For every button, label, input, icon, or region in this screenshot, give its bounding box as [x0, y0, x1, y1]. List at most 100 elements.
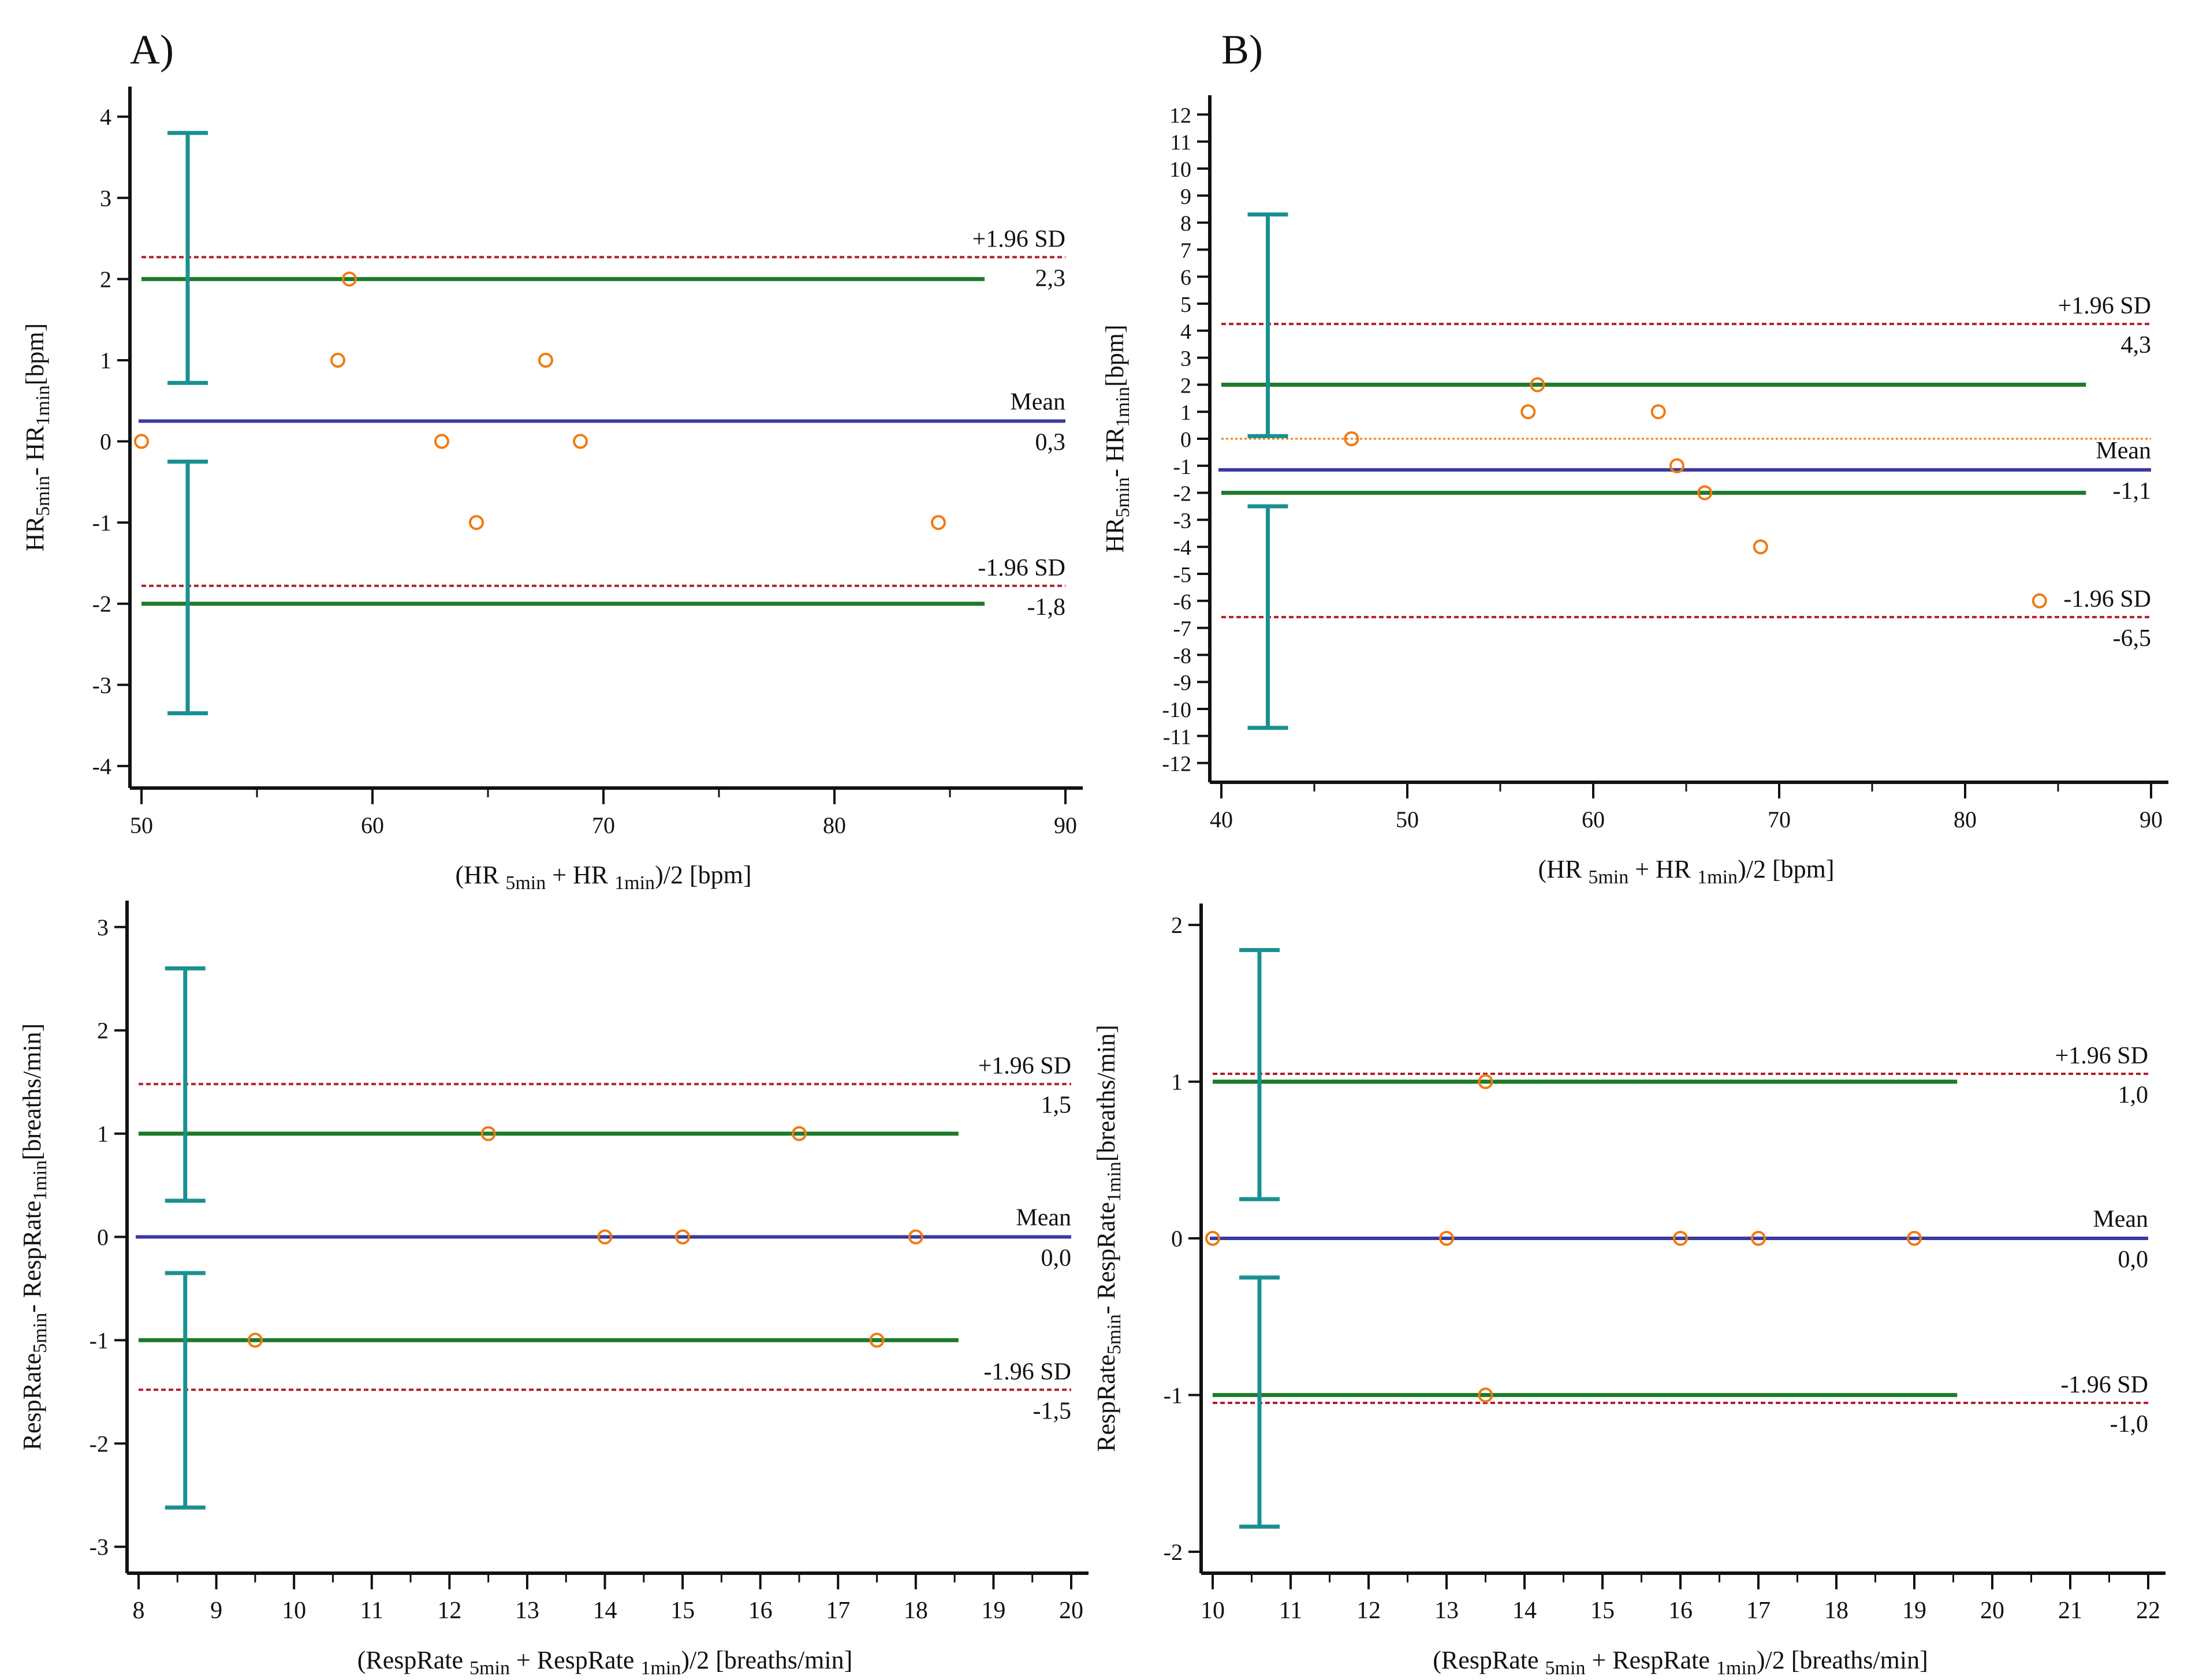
- y-tick-label: 5: [1180, 293, 1191, 317]
- x-tick-label: 80: [823, 812, 846, 838]
- x-tick-label: 21: [2058, 1597, 2082, 1624]
- data-point: [434, 434, 449, 449]
- upper-loa-value: 1,5: [1041, 1092, 1072, 1119]
- y-tick-label: 3: [100, 185, 111, 211]
- y-axis-label-part: - RespRate: [18, 1201, 46, 1313]
- x-tick-label: 9: [210, 1597, 222, 1624]
- lower-loa-value: -6,5: [2113, 625, 2152, 652]
- x-axis-label-part: + RespRate: [1585, 1646, 1716, 1674]
- x-tick-label: 20: [1059, 1597, 1083, 1624]
- x-tick-label: 13: [515, 1597, 539, 1624]
- y-tick-label: 3: [1180, 347, 1191, 371]
- x-tick-label: 50: [1396, 807, 1419, 832]
- data-point: [597, 1229, 613, 1245]
- data-point: [1520, 404, 1536, 420]
- y-axis-label: RespRate5min- RespRate1min[breaths/min]: [18, 1024, 51, 1451]
- y-tick-label: -2: [1173, 482, 1191, 506]
- x-tick-label: 20: [1980, 1597, 2004, 1624]
- data-point: [1673, 1231, 1688, 1246]
- y-axis-label-part: RespRate: [18, 1353, 46, 1451]
- x-tick-label: 14: [593, 1597, 617, 1624]
- x-axis-label: (RespRate 5min + RespRate 1min)/2 [breat…: [1433, 1646, 1928, 1679]
- y-tick-label: 6: [1180, 266, 1191, 290]
- x-axis-label-part: 1min: [614, 872, 655, 894]
- x-tick-label: 60: [1582, 807, 1605, 832]
- y-tick-label: 8: [1180, 212, 1191, 236]
- data-point: [908, 1229, 923, 1245]
- data-point: [869, 1332, 885, 1348]
- y-axis-label-part: HR: [21, 516, 49, 551]
- lower-loa-value: -1,0: [2110, 1411, 2149, 1438]
- y-tick-label: -1: [90, 1327, 109, 1353]
- data-point: [342, 271, 357, 287]
- upper-loa-label: +1.96 SD: [972, 226, 1065, 252]
- chart-A-bottom: 8 9 10 11 12 13 14 15 16 17 18 19 20-3-2-10123(RespR…: [18, 901, 1089, 1679]
- mean-value: 0,0: [2118, 1246, 2149, 1273]
- data-point: [1650, 404, 1666, 420]
- panel-label-b: B): [1221, 27, 1263, 73]
- x-axis-label-part: + RespRate: [510, 1646, 640, 1674]
- y-axis-label-part: RespRate: [1092, 1354, 1120, 1452]
- mean-value: -1,1: [2113, 478, 2152, 505]
- data-point: [538, 352, 553, 368]
- y-tick-label: 12: [1169, 103, 1191, 128]
- upper-loa-value: 2,3: [1035, 265, 1066, 292]
- chart-B-bottom: 10 11 12 13 14 15 16 17 18 19 20 21 22-2-1012(RespRa…: [1092, 904, 2166, 1679]
- x-axis-label-part: 5min: [505, 872, 546, 894]
- x-tick-label: 22: [2136, 1597, 2160, 1624]
- x-axis-label-part: )/2 [breaths/min]: [681, 1646, 852, 1674]
- y-tick-label: -4: [92, 753, 111, 779]
- mean-value: 0,3: [1035, 429, 1066, 456]
- data-point: [1669, 458, 1684, 473]
- y-tick-label: -4: [1173, 536, 1191, 560]
- data-point: [2032, 593, 2047, 608]
- x-tick-label: 19: [981, 1597, 1005, 1624]
- data-point: [1478, 1074, 1493, 1089]
- y-tick-label: -1: [1173, 455, 1191, 479]
- y-tick-label: 7: [1180, 238, 1191, 263]
- data-point: [675, 1229, 691, 1245]
- y-axis-label: HR5min- HR1min[bpm]: [21, 323, 54, 551]
- x-tick-label: 90: [1054, 812, 1077, 838]
- x-axis-label-part: + HR: [546, 861, 614, 889]
- y-tick-label: -6: [1173, 590, 1191, 614]
- y-axis-label-part: [breaths/min]: [1092, 1025, 1120, 1162]
- y-tick-label: 9: [1180, 185, 1191, 209]
- y-axis-label-part: [bpm]: [1101, 324, 1129, 387]
- panel-label-a: A): [130, 27, 174, 73]
- x-tick-label: 80: [1954, 807, 1977, 832]
- y-tick-label: 0: [1171, 1226, 1183, 1252]
- x-axis-label-part: 5min: [1545, 1657, 1586, 1679]
- y-tick-label: -2: [90, 1431, 109, 1457]
- y-tick-label: 2: [100, 266, 111, 292]
- x-tick-label: 17: [1746, 1597, 1771, 1624]
- data-point: [1697, 485, 1713, 501]
- y-tick-label: -12: [1162, 752, 1191, 776]
- data-point: [1753, 539, 1768, 555]
- y-axis-label-part: [bpm]: [21, 323, 49, 386]
- y-tick-label: 2: [1180, 374, 1191, 398]
- x-axis-label-part: )/2 [bpm]: [655, 861, 751, 889]
- data-point: [480, 1126, 496, 1141]
- y-tick-label: 4: [1180, 320, 1191, 344]
- x-tick-label: 10: [1201, 1597, 1225, 1624]
- y-axis-label-part: - HR: [1101, 427, 1129, 477]
- y-tick-label: -9: [1173, 671, 1191, 695]
- y-tick-label: 1: [100, 348, 111, 374]
- y-tick-label: 1: [97, 1121, 109, 1147]
- y-tick-label: -2: [92, 591, 111, 617]
- y-tick-label: 2: [97, 1018, 109, 1044]
- x-tick-label: 13: [1434, 1597, 1459, 1624]
- y-tick-label: 1: [1180, 401, 1191, 425]
- x-tick-label: 10: [282, 1597, 306, 1624]
- x-tick-label: 14: [1512, 1597, 1537, 1624]
- x-tick-label: 11: [360, 1597, 383, 1624]
- x-tick-label: 16: [748, 1597, 773, 1624]
- x-tick-label: 19: [1902, 1597, 1926, 1624]
- y-tick-label: 4: [100, 104, 111, 130]
- x-axis-label-part: 1min: [640, 1657, 681, 1679]
- y-tick-label: -3: [90, 1534, 109, 1560]
- y-tick-label: -8: [1173, 644, 1191, 668]
- x-axis-label-part: )/2 [breaths/min]: [1757, 1646, 1928, 1674]
- x-tick-label: 12: [1356, 1597, 1381, 1624]
